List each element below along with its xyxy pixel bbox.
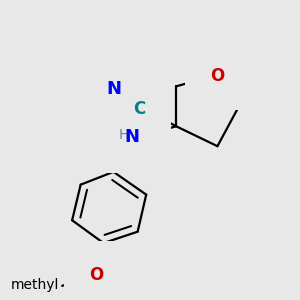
- Text: N: N: [106, 80, 121, 98]
- Text: C: C: [134, 100, 146, 118]
- Text: methyl: methyl: [11, 278, 59, 292]
- Text: H: H: [119, 128, 129, 142]
- Text: O: O: [89, 266, 103, 284]
- Text: N: N: [124, 128, 139, 146]
- Text: O: O: [210, 67, 224, 85]
- Text: H: H: [119, 128, 129, 142]
- Text: O: O: [210, 67, 224, 85]
- Text: O: O: [89, 266, 103, 284]
- Text: N: N: [106, 80, 121, 98]
- Text: C: C: [134, 100, 146, 118]
- Text: N: N: [124, 128, 139, 146]
